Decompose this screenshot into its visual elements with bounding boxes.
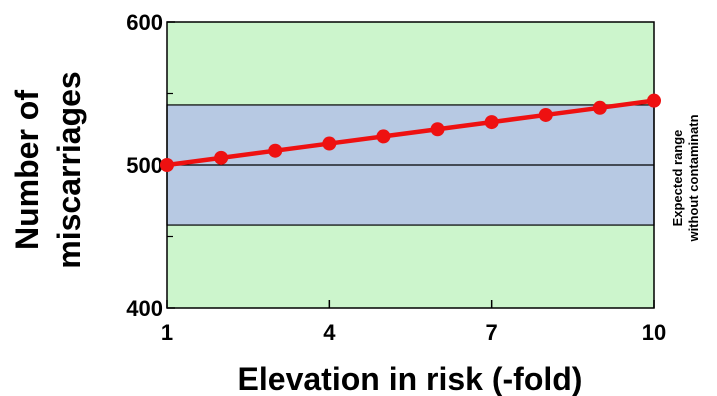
data-point <box>430 122 445 137</box>
x-axis-title: Elevation in risk (-fold) <box>238 361 583 396</box>
data-point <box>647 93 661 108</box>
y-tick-label: 400 <box>126 296 163 321</box>
data-point <box>376 129 391 144</box>
data-point <box>268 143 283 158</box>
data-point <box>592 100 607 115</box>
y-axis-title-line-1: Number of <box>9 90 45 250</box>
y-axis-title-line-2: miscarriages <box>51 71 87 268</box>
axis-ticks: 1 4 7 10 400 500 600 <box>126 10 666 345</box>
x-tick-label: 7 <box>486 320 498 345</box>
y-tick-label: 600 <box>126 10 163 35</box>
data-point <box>214 150 229 165</box>
data-series <box>160 93 661 172</box>
data-point <box>160 158 174 172</box>
y-tick-label: 500 <box>126 153 163 178</box>
expected-range-label-line-1: Expected range <box>670 130 685 227</box>
data-point <box>484 115 499 130</box>
x-tick-label: 1 <box>161 320 173 345</box>
data-point <box>322 136 337 151</box>
series-line <box>164 98 657 168</box>
expected-range-label-line-2: without contaminatn <box>686 114 701 242</box>
expected-range-label: Expected range without contaminatn <box>670 114 701 242</box>
y-axis-title: Number of miscarriages <box>9 71 87 268</box>
data-point <box>538 107 553 122</box>
x-tick-label: 4 <box>323 320 336 345</box>
x-tick-label: 10 <box>642 320 666 345</box>
